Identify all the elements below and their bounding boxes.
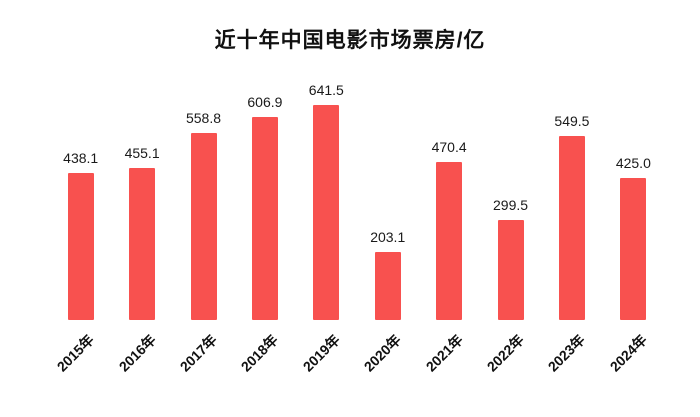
bar	[558, 136, 585, 320]
bar	[497, 220, 524, 320]
bar	[313, 105, 340, 320]
x-axis-label: 2016年	[115, 331, 159, 375]
bar-group: 455.1 2016年	[111, 80, 172, 375]
bar-value-label: 470.4	[431, 139, 467, 155]
bar	[67, 173, 94, 320]
bar	[620, 178, 647, 320]
x-axis-label: 2023年	[545, 331, 589, 375]
bar-value-label: 425.0	[615, 155, 651, 171]
x-axis-label: 2019年	[299, 331, 343, 375]
chart-title: 近十年中国电影市场票房/亿	[214, 29, 486, 52]
bar	[436, 162, 463, 320]
x-axis-label: 2017年	[176, 331, 220, 375]
bar-value-label: 299.5	[493, 197, 529, 213]
bar-value-label: 558.8	[185, 110, 222, 126]
x-axis-label: 2021年	[422, 331, 466, 375]
bar-chart: 438.1 2015年 455.1 2016年 558.8 2017年 606.9 2018年…	[50, 80, 664, 375]
bar-group: 203.1 2020年	[357, 80, 418, 375]
bar	[251, 117, 278, 320]
x-axis-label: 2022年	[483, 331, 527, 375]
bar-value-label: 438.1	[63, 150, 99, 166]
bar-value-label: 203.1	[370, 229, 406, 245]
bar-value-label: 455.1	[124, 145, 160, 161]
x-axis-label: 2020年	[360, 331, 405, 375]
bar-group: 641.5 2019年	[296, 80, 357, 375]
bar	[190, 133, 217, 320]
x-axis-label: 2024年	[606, 331, 650, 375]
bar-group: 558.8 2017年	[173, 80, 234, 375]
bar-group: 299.5 2022年	[480, 80, 541, 375]
bar-value-label: 606.9	[247, 94, 283, 110]
bar-value-label: 641.5	[308, 82, 344, 98]
x-axis-label: 2015年	[53, 331, 98, 375]
bar-value-label: 549.5	[554, 113, 590, 129]
bar	[374, 252, 401, 320]
x-axis-label: 2018年	[238, 331, 282, 375]
bar-group: 549.5 2023年	[541, 80, 602, 375]
bar-group: 438.1 2015年	[50, 80, 111, 375]
bar-group: 425.0 2024年	[603, 80, 664, 375]
bar-group: 470.4 2021年	[418, 80, 479, 375]
bar	[129, 168, 156, 320]
bar-group: 606.9 2018年	[234, 80, 295, 375]
